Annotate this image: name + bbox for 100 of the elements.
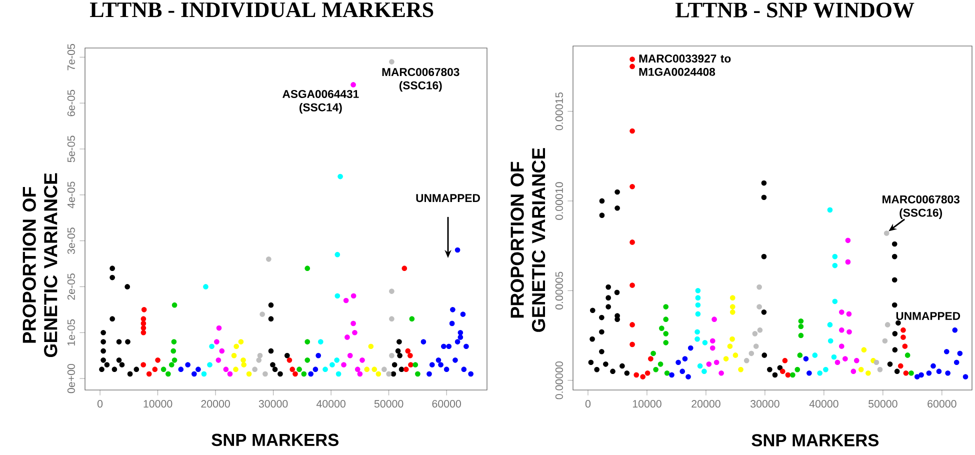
point bbox=[599, 314, 604, 320]
point bbox=[892, 277, 898, 283]
point bbox=[110, 266, 115, 272]
point bbox=[343, 298, 349, 304]
x-tick-label: 40000 bbox=[316, 400, 346, 408]
point bbox=[160, 366, 166, 372]
point bbox=[389, 316, 394, 322]
point bbox=[892, 254, 898, 260]
point bbox=[372, 366, 378, 372]
point bbox=[214, 339, 220, 344]
point bbox=[360, 357, 365, 363]
point bbox=[110, 316, 115, 322]
point bbox=[99, 366, 104, 372]
point bbox=[838, 309, 844, 315]
point bbox=[438, 362, 444, 368]
point bbox=[882, 338, 888, 344]
point bbox=[630, 322, 635, 328]
point bbox=[166, 371, 171, 377]
point bbox=[172, 302, 178, 308]
point bbox=[640, 374, 646, 380]
point bbox=[744, 358, 750, 364]
point bbox=[119, 362, 125, 368]
point bbox=[429, 362, 435, 368]
point bbox=[748, 350, 754, 356]
point bbox=[663, 340, 669, 346]
chart-title: LTTNB - INDIVIDUAL MARKERS bbox=[90, 2, 434, 18]
point bbox=[838, 344, 844, 349]
x-tick-label: 0 bbox=[97, 400, 103, 408]
point bbox=[125, 339, 130, 344]
point bbox=[461, 366, 467, 372]
point bbox=[926, 370, 932, 376]
point bbox=[441, 344, 446, 350]
point bbox=[330, 362, 335, 368]
annotation: ASGA0064431 (SSC14) bbox=[282, 90, 359, 114]
point bbox=[832, 298, 838, 304]
point bbox=[858, 366, 864, 372]
y-tick-label: 7e-05 bbox=[67, 44, 75, 70]
point bbox=[861, 347, 867, 352]
point bbox=[697, 363, 703, 369]
point bbox=[397, 352, 402, 358]
point bbox=[756, 284, 762, 290]
point bbox=[723, 356, 729, 362]
point bbox=[168, 362, 174, 368]
y-tick-label: 0.00010 bbox=[555, 182, 563, 220]
point bbox=[874, 360, 880, 366]
y-tick-label: 3e-05 bbox=[67, 228, 75, 254]
point bbox=[104, 362, 110, 368]
point bbox=[390, 371, 396, 377]
point bbox=[389, 59, 394, 64]
x-tick-label: 30000 bbox=[258, 400, 288, 408]
point bbox=[806, 370, 812, 376]
point bbox=[752, 331, 758, 336]
point bbox=[252, 366, 258, 372]
point bbox=[663, 304, 669, 310]
point bbox=[260, 312, 265, 317]
x-tick-label: 10000 bbox=[632, 400, 662, 408]
point bbox=[112, 366, 118, 372]
point bbox=[892, 331, 898, 336]
point bbox=[155, 357, 160, 363]
point bbox=[256, 357, 262, 363]
point bbox=[930, 363, 936, 369]
point bbox=[350, 82, 356, 88]
y-axis-title: PROPORTION OF GENETIC VARIANCE bbox=[510, 148, 546, 332]
point bbox=[831, 354, 837, 360]
point bbox=[846, 311, 852, 317]
point bbox=[368, 344, 374, 350]
point bbox=[599, 348, 604, 354]
point bbox=[304, 266, 310, 272]
point bbox=[266, 256, 272, 262]
point bbox=[761, 194, 767, 200]
point bbox=[233, 366, 238, 372]
point bbox=[398, 366, 404, 372]
point bbox=[278, 371, 283, 377]
x-tick-label: 10000 bbox=[144, 400, 172, 408]
point bbox=[185, 362, 190, 368]
x-tick-label: 50000 bbox=[868, 400, 898, 408]
point bbox=[761, 254, 767, 260]
point bbox=[395, 348, 401, 354]
point bbox=[614, 205, 620, 211]
point bbox=[110, 274, 115, 280]
annotation: MARC0067803 (SSC16) bbox=[882, 195, 960, 219]
point bbox=[426, 371, 432, 377]
point bbox=[710, 338, 716, 344]
x-tick-label: 60000 bbox=[432, 400, 461, 408]
point bbox=[702, 340, 708, 346]
point bbox=[334, 293, 340, 299]
point bbox=[599, 329, 604, 335]
point bbox=[630, 64, 635, 70]
x-tick-label: 60000 bbox=[928, 400, 956, 408]
point bbox=[892, 347, 898, 352]
point bbox=[892, 241, 898, 247]
point bbox=[171, 339, 177, 344]
point bbox=[918, 372, 924, 378]
point bbox=[336, 371, 342, 377]
point bbox=[850, 368, 856, 374]
point bbox=[694, 329, 700, 335]
point bbox=[350, 320, 356, 326]
point bbox=[798, 318, 804, 324]
point bbox=[408, 352, 413, 358]
point bbox=[392, 362, 398, 368]
